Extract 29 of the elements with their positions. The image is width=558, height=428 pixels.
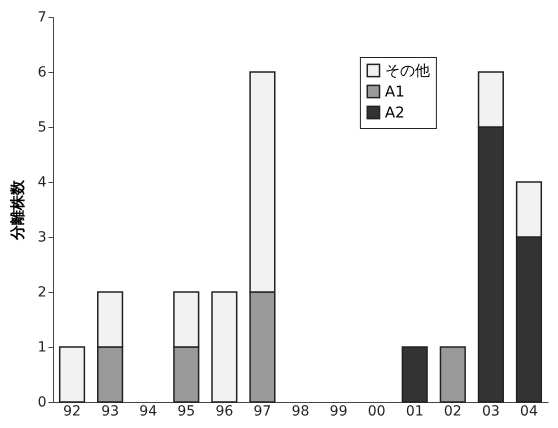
x-tick-label: 97 bbox=[254, 404, 272, 420]
x-tick-label: 93 bbox=[101, 404, 120, 420]
y-axis-title: 分離株数 bbox=[8, 179, 27, 241]
y-tick-label: 0 bbox=[38, 394, 46, 410]
bar bbox=[440, 346, 466, 403]
y-tick-label: 3 bbox=[38, 230, 46, 246]
x-tick-label: 04 bbox=[520, 404, 538, 420]
bar bbox=[58, 346, 86, 403]
x-tick-label: 02 bbox=[444, 404, 462, 420]
x-tick-label: 92 bbox=[63, 404, 81, 420]
y-tick-label: 4 bbox=[38, 174, 47, 190]
y-tick-label: 7 bbox=[38, 10, 46, 26]
y-tick-label: 1 bbox=[38, 340, 46, 356]
x-tick-label: 95 bbox=[177, 404, 196, 420]
x-tick-label: 99 bbox=[330, 404, 348, 420]
x-tick-label: 96 bbox=[215, 404, 234, 420]
x-tick-label: 98 bbox=[292, 404, 310, 420]
x-tick-label: 94 bbox=[139, 404, 158, 420]
y-tick-label: 6 bbox=[38, 64, 47, 80]
legend-label: A2 bbox=[384, 104, 405, 122]
legend-label: その他 bbox=[384, 62, 430, 80]
bar bbox=[211, 291, 238, 403]
legend-label: A1 bbox=[384, 82, 405, 100]
bar bbox=[402, 346, 428, 403]
x-tick-label: 03 bbox=[482, 404, 500, 420]
y-tick-label: 5 bbox=[38, 120, 46, 136]
x-tick-label: 01 bbox=[406, 404, 424, 420]
x-tick-label: 00 bbox=[368, 404, 386, 420]
y-tick-label: 2 bbox=[38, 284, 46, 300]
